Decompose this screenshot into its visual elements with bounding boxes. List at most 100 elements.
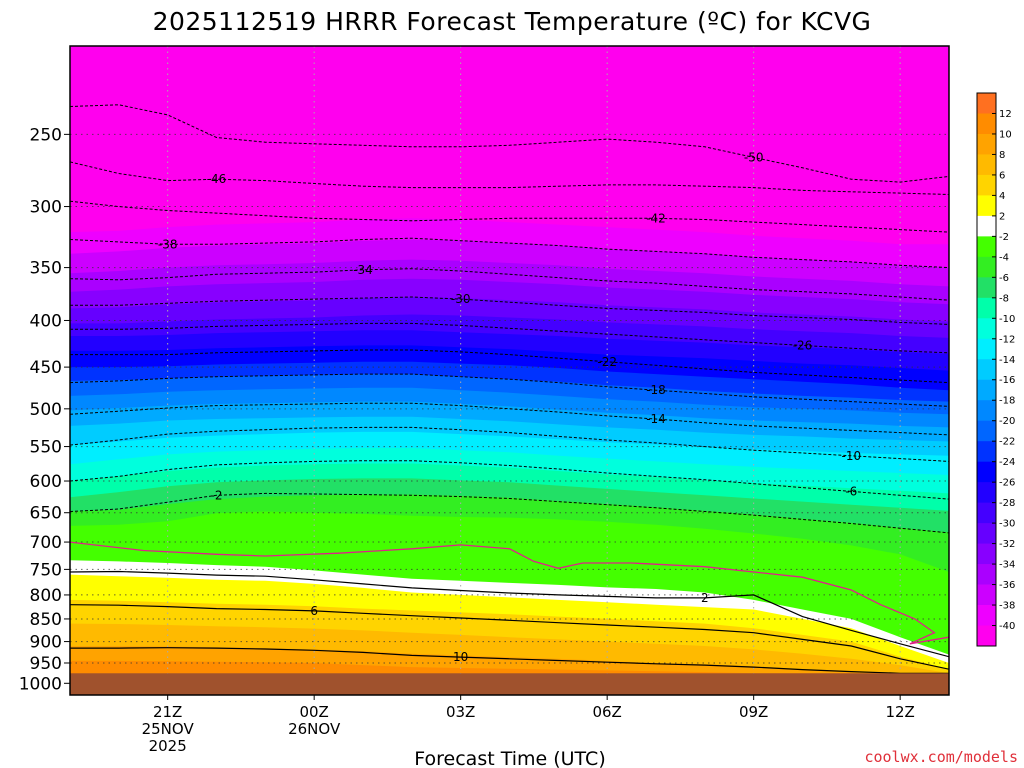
isotherm-label: -6 [845,484,857,498]
colorbar-swatch [977,359,996,381]
colorbar-label: 6 [999,170,1005,181]
colorbar-label: -16 [999,375,1015,386]
y-tick-label: 850 [30,610,62,630]
colorbar-label: -34 [999,560,1015,571]
colorbar-label: -22 [999,437,1015,448]
isotherm-line [70,647,949,674]
isotherm-line [70,373,949,407]
y-tick-label: 400 [30,311,62,331]
colorbar-swatch [977,338,996,360]
colorbar-swatch [977,400,996,422]
colorbar-swatch [977,215,996,237]
colorbar-swatch [977,461,996,483]
colorbar-label: 10 [999,129,1012,140]
colorbar-swatch [977,502,996,524]
y-tick-label: 900 [30,633,62,653]
colorbar-label: -2 [999,232,1009,243]
colorbar-swatch [977,379,996,401]
colorbar-label: -10 [999,314,1015,325]
x-tick-label: 00Z [299,703,328,721]
isotherm-label: 10 [453,650,468,664]
colorbar-swatch [977,543,996,565]
isotherm-line [70,426,949,462]
isotherm-line [70,237,949,269]
colorbar-label: -20 [999,416,1015,427]
y-tick-label: 800 [30,586,62,606]
colorbar-swatch [977,625,996,647]
colorbar: 12 10 8 6 4 2 -2 -4 -6 -8 -10 -12 -14 -16 -18 -20 -22 -24… [976,92,1015,647]
colorbar-label: 4 [999,191,1005,202]
isotherm-label: -38 [158,237,178,251]
x-tick-label: 26NOV [288,720,341,738]
y-tick-label: 950 [30,654,62,674]
colorbar-label: -26 [999,478,1015,489]
x-tick-label: 25NOV [142,720,195,738]
isotherm-line [70,570,949,658]
colorbar-label: -6 [999,273,1009,284]
isotherm-label: -42 [646,211,666,225]
x-tick-label: 03Z [446,703,475,721]
color-bands [70,164,949,695]
isotherm-line [70,161,949,195]
isotherm-label: 6 [310,604,318,618]
colorbar-swatch [977,441,996,463]
colorbar-label: -36 [999,580,1015,591]
colorbar-swatch [977,277,996,299]
chart-title: 2025112519 HRRR Forecast Temperature (ºC… [153,7,872,36]
credit-text: coolwx.com/models [864,748,1018,766]
colorbar-label: -14 [999,355,1015,366]
colorbar-label: -30 [999,519,1015,530]
plot-frame [69,45,950,696]
y-tick-label: 300 [30,198,62,218]
colorbar-swatch [977,297,996,319]
x-tick-label: 09Z [739,703,768,721]
isotherm-label: -10 [842,449,862,463]
colorbar-label: 2 [999,211,1005,222]
y-tick-label: 600 [30,472,62,492]
x-tick-label: 21Z [153,703,182,721]
ground-surface [70,673,949,695]
colorbar-label: 8 [999,150,1005,161]
colorbar-swatch [977,113,996,135]
isotherm-contours: -50-46-42-38-34-30-26-22-18-14-10-6-2261… [70,104,949,674]
isotherm-line [70,349,949,384]
isotherm-line [70,604,949,670]
colorbar-label: -24 [999,457,1015,468]
isotherm-line [70,322,949,354]
x-tick-label: 06Z [592,703,621,721]
isotherm-label: -34 [353,263,373,277]
colorbar-swatch [977,318,996,340]
zero-degree-contour [70,541,949,645]
colorbar-label: -28 [999,498,1015,509]
isotherm-label: -14 [646,412,666,426]
y-tick-label: 250 [30,125,62,145]
colorbar-label: -4 [999,252,1009,263]
colorbar-swatch [977,523,996,544]
colorbar-swatch [977,256,996,278]
y-tick-label: 700 [30,533,62,553]
x-tick-label: 12Z [885,703,914,721]
y-tick-label: 450 [30,358,62,378]
isotherm-label: -18 [646,383,666,397]
colorbar-label: -38 [999,601,1015,612]
x-tick-label: 2025 [149,737,187,755]
x-axis-label: Forecast Time (UTC) [414,748,605,768]
colorbar-swatch [977,482,996,504]
colorbar-label: -32 [999,539,1015,550]
colorbar-label: -8 [999,293,1009,304]
colorbar-label: -12 [999,334,1015,345]
colorbar-label: -18 [999,396,1015,407]
colorbar-swatch [977,236,996,258]
isotherm-line [70,200,949,233]
colorbar-label: -40 [999,621,1015,632]
y-tick-label: 350 [30,259,62,279]
isotherm-label: -46 [207,172,227,186]
y-tick-label: 1000 [19,674,62,694]
colorbar-swatch [977,605,996,626]
colorbar-swatch [977,420,996,442]
colorbar-label: 12 [999,109,1012,120]
y-tick-label: 650 [30,504,62,524]
isotherm-line [70,296,949,325]
isotherm-label: 2 [701,591,709,605]
